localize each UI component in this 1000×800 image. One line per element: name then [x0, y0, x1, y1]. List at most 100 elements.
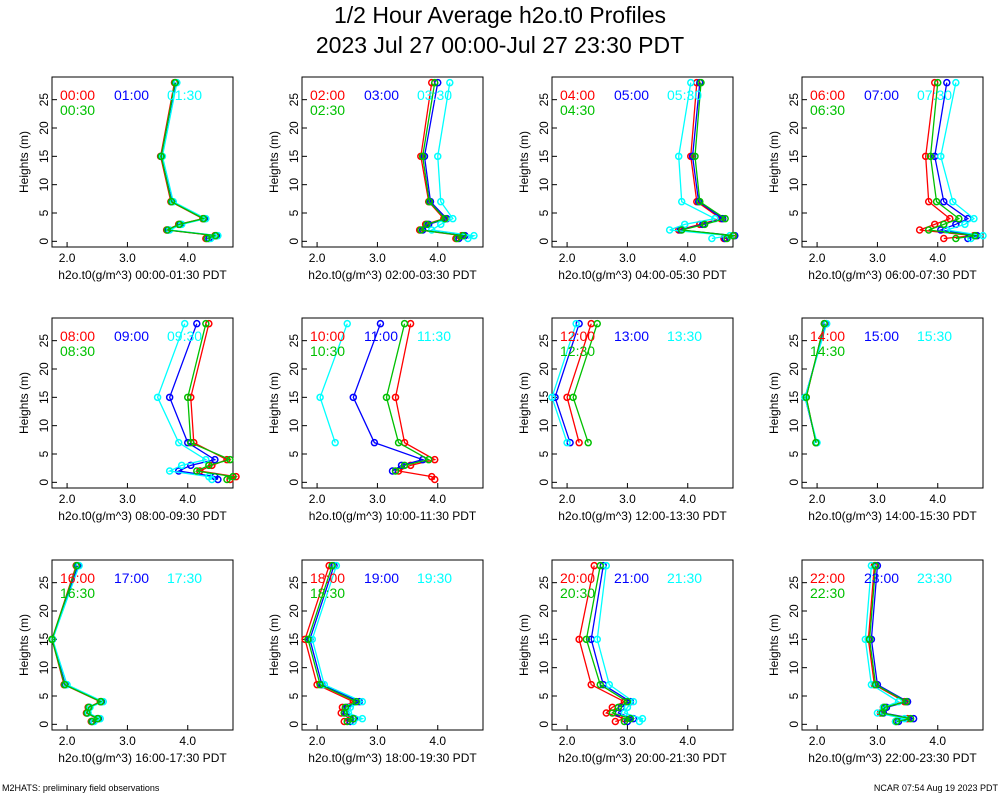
y-tick-label: 25 — [37, 576, 51, 590]
data-point — [316, 393, 324, 402]
y-tick-label: 20 — [37, 121, 51, 135]
data-point — [394, 438, 403, 447]
y-tick-label: 10 — [37, 178, 51, 192]
data-point — [569, 393, 577, 402]
y-tick-label: 20 — [37, 362, 51, 376]
data-point — [153, 393, 162, 402]
data-point — [697, 78, 705, 87]
series-line-1830 — [307, 565, 358, 723]
legend-entry: 05:30 — [667, 87, 702, 103]
x-tick-label: 2.0 — [309, 492, 326, 506]
legend-entry: 01:30 — [167, 87, 202, 103]
data-point — [97, 697, 105, 706]
profile-plot-6: 2.0 3.0 4.0 0 5 10 15 20 25 h2o.t0(g/m^3) 10:00-1… — [267, 317, 484, 523]
data-point — [205, 319, 213, 328]
series-line-0900 — [168, 323, 219, 480]
data-point — [304, 635, 312, 644]
y-tick-label: 5 — [37, 209, 51, 216]
data-point — [193, 467, 201, 475]
profile-plot-7: 2.0 3.0 4.0 0 5 10 15 20 25 h2o.t0(g/m^3) 12:00-1… — [517, 317, 734, 523]
x-tick-label: 2.0 — [59, 251, 76, 265]
y-tick-label: 10 — [537, 178, 551, 192]
y-axis-label: Heights (m) — [767, 614, 781, 676]
data-point — [572, 319, 580, 328]
series-line-1730 — [51, 565, 105, 723]
x-tick-label: 2.0 — [809, 251, 826, 265]
y-tick-label: 10 — [787, 419, 801, 433]
data-point — [391, 393, 400, 402]
y-axis-label: Heights (m) — [767, 372, 781, 434]
data-point — [418, 152, 427, 161]
profile-plot-3: 2.0 3.0 4.0 0 5 10 15 20 25 h2o.t0(g/m^3) 04:00-0… — [517, 76, 739, 282]
y-tick-label: 5 — [37, 692, 51, 699]
profile-plot-10: 2.0 3.0 4.0 0 5 10 15 20 25 h2o.t0(g/m^3) 18:00-1… — [267, 559, 484, 765]
data-point — [430, 78, 439, 87]
y-tick-label: 0 — [787, 721, 801, 728]
data-point — [352, 697, 361, 706]
x-tick-label: 4.0 — [179, 492, 196, 506]
x-tick-label: 3.0 — [619, 734, 636, 748]
data-point — [940, 197, 948, 206]
data-point — [453, 234, 461, 243]
data-point — [417, 226, 425, 234]
legend-entry: 06:30 — [810, 102, 845, 118]
data-point — [674, 152, 683, 161]
legend-entry: 03:30 — [417, 87, 452, 103]
data-point — [955, 214, 963, 223]
data-point — [861, 635, 870, 644]
y-tick-label: 15 — [787, 149, 801, 163]
data-point — [865, 635, 874, 644]
data-point — [370, 438, 379, 447]
data-point — [157, 152, 165, 161]
y-tick-label: 5 — [37, 450, 51, 457]
x-tick-label: 4.0 — [429, 492, 446, 506]
data-point — [434, 78, 442, 87]
y-tick-label: 0 — [287, 721, 301, 728]
profile-plot-2: 2.0 3.0 4.0 0 5 10 15 20 25 h2o.t0(g/m^3) 02:00-0… — [267, 76, 484, 282]
data-point — [871, 561, 880, 570]
data-point — [171, 78, 179, 87]
legend-entry: 03:00 — [364, 87, 399, 103]
x-tick-label: 3.0 — [869, 251, 886, 265]
legend-entry: 19:30 — [417, 570, 452, 586]
legend-entry: 14:30 — [810, 343, 845, 359]
data-point — [934, 78, 942, 87]
y-axis-label: Heights (m) — [267, 614, 281, 676]
x-axis-label: h2o.t0(g/m^3) 18:00-19:30 PDT — [308, 751, 477, 765]
x-tick-label: 4.0 — [929, 251, 946, 265]
y-tick-label: 25 — [287, 334, 301, 348]
series-line-2330 — [864, 565, 908, 723]
y-axis-label: Heights (m) — [17, 372, 31, 434]
x-tick-label: 3.0 — [869, 734, 886, 748]
data-point — [614, 703, 623, 712]
data-point — [434, 152, 442, 161]
footer-note: M2HATS: preliminary field observations — [2, 783, 160, 793]
profile-plot-9: 2.0 3.0 4.0 0 5 10 15 20 25 h2o.t0(g/m^3) 16:00-1… — [17, 559, 234, 765]
data-point — [949, 197, 957, 206]
data-point — [932, 197, 941, 206]
series-line-1130 — [319, 323, 348, 443]
data-point — [174, 438, 183, 447]
data-point — [358, 714, 367, 723]
legend-entry: 07:00 — [864, 87, 899, 103]
y-tick-label: 25 — [37, 93, 51, 107]
series-line-0730 — [940, 82, 984, 240]
y-tick-label: 5 — [287, 692, 301, 699]
y-tick-label: 5 — [537, 209, 551, 216]
y-tick-label: 10 — [787, 178, 801, 192]
x-tick-label: 2.0 — [809, 734, 826, 748]
data-point — [937, 152, 945, 161]
data-point — [424, 455, 433, 464]
data-point — [165, 393, 174, 402]
data-point — [425, 197, 434, 206]
legend-entry: 15:30 — [917, 328, 952, 344]
data-point — [721, 214, 729, 223]
x-tick-label: 2.0 — [809, 492, 826, 506]
x-tick-label: 4.0 — [429, 734, 446, 748]
data-point — [229, 472, 237, 481]
y-tick-label: 0 — [37, 721, 51, 728]
series-line-1030 — [385, 323, 431, 472]
data-point — [349, 714, 358, 723]
data-point — [343, 319, 351, 328]
